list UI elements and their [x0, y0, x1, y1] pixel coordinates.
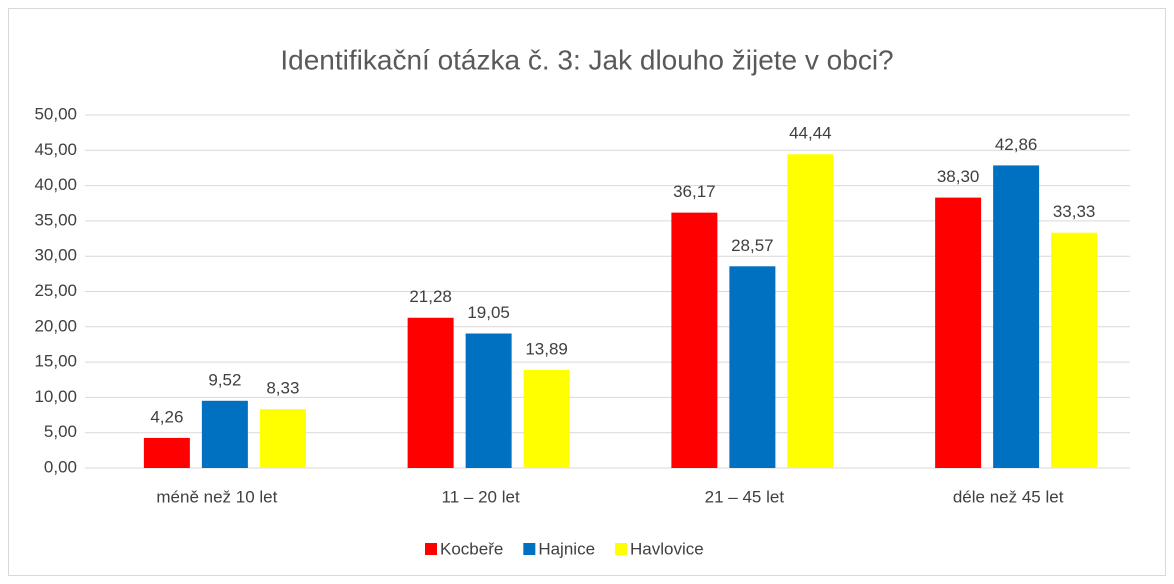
bar	[729, 266, 776, 468]
data-label: 19,05	[467, 303, 510, 322]
x-tick-label: méně než 10 let	[156, 487, 277, 506]
y-tick-label: 35,00	[34, 210, 77, 229]
data-label: 36,17	[673, 182, 716, 201]
x-tick-label: déle než 45 let	[953, 487, 1064, 506]
x-tick-label: 21 – 45 let	[705, 487, 785, 506]
data-label: 28,57	[731, 236, 774, 255]
data-label: 33,33	[1053, 202, 1096, 221]
bar	[1051, 232, 1098, 468]
y-tick-label: 5,00	[44, 422, 77, 441]
data-label: 21,28	[409, 287, 452, 306]
y-tick-label: 50,00	[34, 104, 77, 123]
data-label: 9,52	[208, 370, 241, 389]
bar	[465, 333, 512, 468]
data-label: 42,86	[995, 135, 1038, 154]
bar	[407, 317, 454, 468]
legend-label: Hajnice	[538, 539, 595, 558]
bar	[787, 154, 834, 468]
bar	[935, 197, 982, 469]
legend-label: Havlovice	[630, 539, 704, 558]
data-label: 38,30	[937, 167, 980, 186]
y-tick-label: 40,00	[34, 175, 77, 194]
data-label: 4,26	[150, 407, 183, 426]
y-tick-label: 10,00	[34, 387, 77, 406]
y-tick-label: 15,00	[34, 352, 77, 371]
data-label: 8,33	[266, 379, 299, 398]
x-tick-label: 11 – 20 let	[442, 487, 520, 506]
data-label: 13,89	[525, 339, 568, 358]
bar	[523, 369, 570, 468]
chart-title: Identifikační otázka č. 3: Jak dlouho ži…	[280, 44, 893, 75]
bar	[201, 400, 248, 468]
bar	[259, 409, 306, 468]
legend-swatch	[615, 543, 628, 555]
legend-label: Kocbeře	[440, 539, 503, 558]
legend-swatch	[523, 543, 536, 555]
y-tick-label: 25,00	[34, 281, 77, 300]
y-tick-label: 0,00	[44, 457, 77, 476]
y-tick-label: 45,00	[34, 140, 77, 159]
legend-swatch	[425, 543, 437, 555]
y-tick-label: 30,00	[34, 246, 77, 265]
y-tick-label: 20,00	[34, 316, 77, 335]
bar	[143, 437, 190, 468]
data-label: 44,44	[789, 124, 832, 143]
bar	[671, 212, 718, 468]
bar	[993, 165, 1040, 469]
